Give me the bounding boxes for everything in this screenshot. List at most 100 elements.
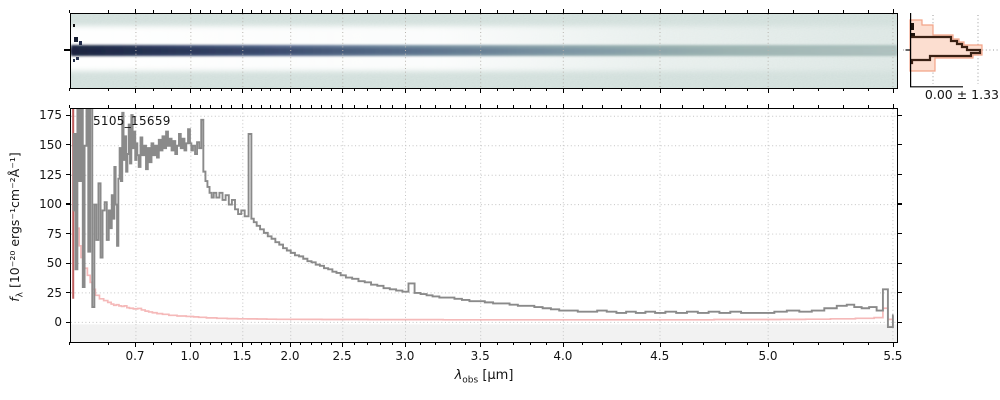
- x-minor-tick-2d: [354, 10, 356, 13]
- x-minor-tick-2d: [703, 88, 705, 91]
- x-minor-tick: [419, 105, 421, 108]
- x-minor-tick: [231, 342, 233, 345]
- x-major-tick: [404, 103, 406, 108]
- y-tick-label: 25: [46, 285, 62, 300]
- x-major-tick: [480, 342, 482, 347]
- x-major-tick-2d: [893, 8, 895, 13]
- x-label-subscript: obs: [462, 375, 479, 386]
- x-major-tick-2d: [134, 88, 136, 93]
- x-major-tick-2d: [562, 8, 565, 13]
- x-minor-tick-2d: [529, 88, 531, 91]
- 2d-spectrum-panel: [70, 13, 898, 89]
- x-minor-tick: [843, 105, 845, 108]
- x-minor-tick-2d: [601, 88, 603, 91]
- x-minor-tick: [220, 342, 222, 345]
- x-minor-tick: [69, 342, 71, 345]
- x-minor-tick: [843, 342, 845, 345]
- x-minor-tick-2d: [746, 88, 748, 91]
- hist-data-outline: [910, 35, 982, 65]
- x-minor-tick-2d: [270, 10, 272, 13]
- x-major-tick: [562, 342, 565, 347]
- x-minor-tick-2d: [379, 10, 381, 13]
- y-major-tick: [65, 203, 70, 205]
- x-minor-tick: [724, 105, 726, 108]
- x-minor-tick-2d: [818, 10, 820, 13]
- x-minor-tick: [546, 342, 548, 345]
- x-minor-tick-2d: [843, 88, 845, 91]
- x-minor-tick: [260, 342, 262, 345]
- 2d-left-specks: [72, 24, 82, 62]
- y-tick-label: 100: [39, 197, 62, 211]
- x-minor-tick-2d: [280, 10, 281, 13]
- y-major-tick-right: [897, 262, 902, 264]
- flux-spectrum-line: [72, 109, 894, 329]
- x-minor-tick-2d: [270, 88, 272, 91]
- x-minor-tick-2d: [546, 10, 548, 13]
- x-axis-label: λobs [μm]: [384, 368, 584, 386]
- x-minor-tick-2d: [434, 10, 436, 13]
- x-minor-tick: [868, 342, 870, 345]
- x-minor-tick: [513, 105, 515, 108]
- x-minor-tick: [367, 105, 368, 108]
- x-major-tick-2d: [341, 88, 343, 93]
- x-major-tick: [289, 103, 291, 108]
- x-major-tick-2d: [659, 8, 661, 13]
- x-minor-tick: [300, 105, 302, 108]
- x-minor-tick: [354, 342, 356, 345]
- x-minor-tick: [746, 105, 748, 108]
- below-zero-shade: [71, 324, 897, 342]
- x-minor-tick-2d: [582, 88, 584, 91]
- x-minor-tick-2d: [746, 10, 748, 13]
- x-minor-tick-2d: [843, 10, 845, 13]
- x-major-tick: [768, 103, 770, 108]
- x-minor-tick-2d: [449, 88, 451, 91]
- x-minor-tick: [868, 105, 870, 108]
- x-minor-tick-2d: [465, 10, 466, 13]
- x-minor-tick-2d: [152, 10, 154, 13]
- x-minor-tick: [621, 342, 622, 345]
- x-minor-tick-2d: [367, 88, 368, 91]
- x-minor-tick: [320, 342, 322, 345]
- x-minor-tick-2d: [868, 88, 870, 91]
- x-minor-tick-2d: [200, 10, 201, 13]
- x-major-tick-2d: [480, 8, 482, 13]
- x-major-tick-2d: [241, 8, 243, 13]
- x-minor-tick-2d: [220, 88, 222, 91]
- x-major-tick: [134, 342, 136, 347]
- x-tick-label: 0.7: [125, 349, 145, 363]
- y-tick-label: 75: [46, 226, 62, 241]
- x-minor-tick: [210, 342, 212, 345]
- x-minor-tick-2d: [529, 10, 531, 13]
- x-minor-tick-2d: [601, 10, 603, 13]
- y-tick-label: 125: [39, 167, 62, 182]
- x-minor-tick: [270, 105, 272, 108]
- x-minor-tick: [724, 342, 726, 345]
- x-minor-tick: [200, 342, 201, 345]
- x-minor-tick: [260, 105, 262, 108]
- x-minor-tick: [108, 342, 110, 345]
- x-minor-tick-2d: [320, 10, 322, 13]
- x-minor-tick: [449, 105, 451, 108]
- x-minor-tick-2d: [513, 10, 515, 13]
- x-minor-tick: [681, 342, 683, 345]
- x-minor-tick: [419, 342, 421, 345]
- x-minor-tick-2d: [818, 88, 820, 91]
- x-minor-tick: [231, 105, 233, 108]
- 2d-spectrum-image: [71, 14, 897, 88]
- source-id-annotation: 5105_15659: [93, 114, 171, 128]
- x-major-tick: [341, 103, 343, 108]
- x-minor-tick: [434, 342, 436, 345]
- x-major-tick: [768, 342, 770, 347]
- x-minor-tick-2d: [300, 10, 302, 13]
- y-major-tick: [65, 233, 70, 235]
- x-minor-tick: [640, 342, 642, 345]
- x-minor-tick: [449, 342, 451, 345]
- x-major-tick-2d: [134, 8, 136, 13]
- y-major-tick-right: [897, 114, 902, 116]
- x-minor-tick: [434, 105, 436, 108]
- x-tick-label: 5.0: [758, 349, 778, 363]
- x-minor-tick-2d: [793, 10, 795, 13]
- x-minor-tick: [465, 105, 466, 108]
- x-minor-tick-2d: [621, 88, 622, 91]
- x-minor-tick: [640, 105, 642, 108]
